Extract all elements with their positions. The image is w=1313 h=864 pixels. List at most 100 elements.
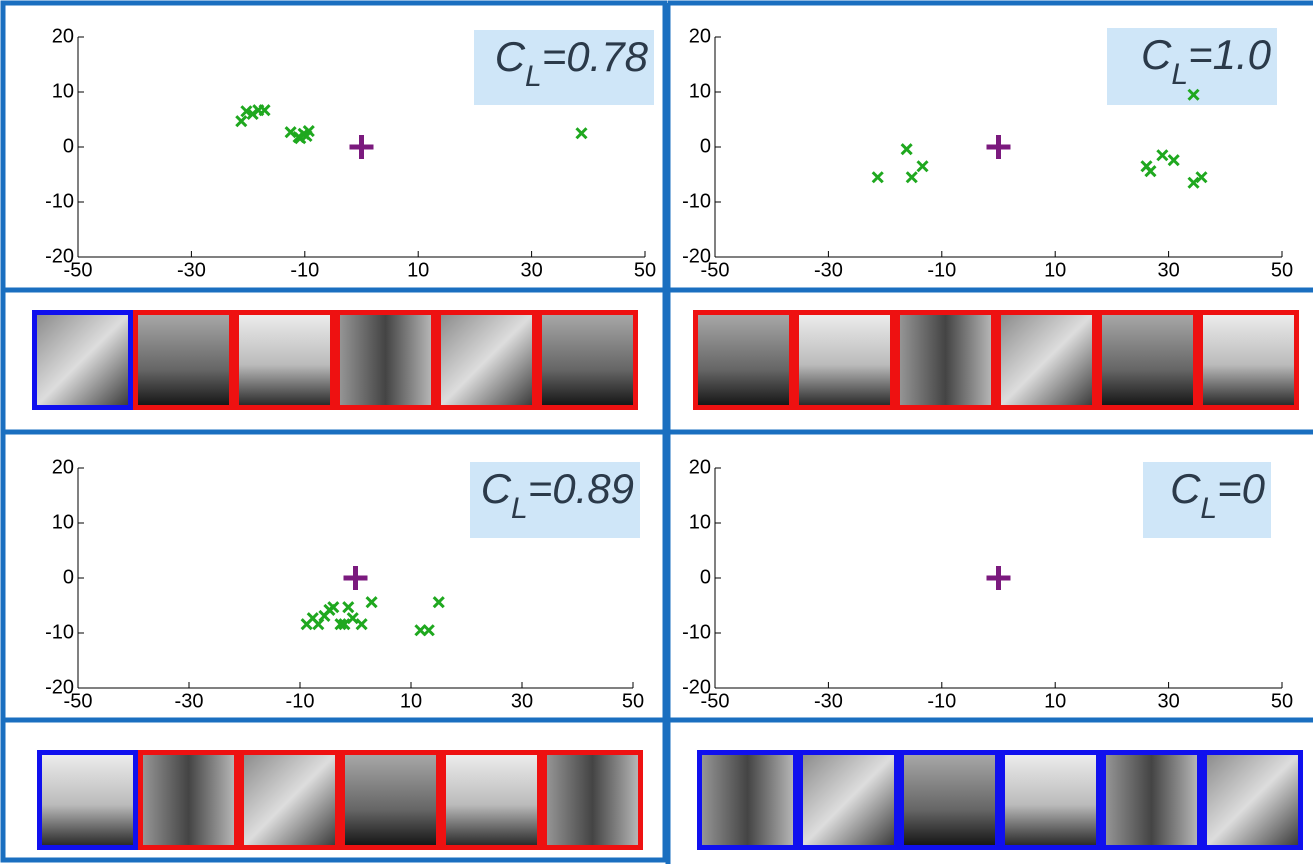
x-tick-label: -30 <box>175 690 204 712</box>
annotation-subscript: L <box>525 60 542 93</box>
image-patch <box>439 313 535 408</box>
y-tick-label: 0 <box>700 135 711 157</box>
y-tick-label: 0 <box>700 566 711 588</box>
panel-frames <box>3 3 1313 864</box>
annotation-subscript: L <box>1171 58 1188 91</box>
point-marker <box>357 619 367 629</box>
image-patch <box>1100 313 1196 408</box>
center-marker <box>350 135 374 159</box>
image-patch <box>545 753 641 848</box>
y-tick-label: 20 <box>689 25 711 47</box>
x-tick-label: 50 <box>1271 259 1293 281</box>
center-marker <box>344 566 368 590</box>
image-patch <box>136 313 232 408</box>
y-tick-label: -10 <box>682 621 711 643</box>
point-marker <box>313 619 323 629</box>
image-patch <box>797 313 893 408</box>
x-tick-label: -30 <box>177 259 206 281</box>
y-tick-label: 20 <box>52 456 74 478</box>
point-marker <box>260 105 270 115</box>
image-patch <box>35 313 131 408</box>
y-tick-label: 10 <box>52 511 74 533</box>
point-marker <box>328 602 338 612</box>
point-marker <box>236 116 246 126</box>
image-patch <box>237 313 333 408</box>
point-marker <box>1145 166 1155 176</box>
annotation-text: =0 <box>1217 465 1266 512</box>
image-patch <box>444 753 540 848</box>
x-tick-label: 50 <box>1271 690 1293 712</box>
y-tick-label: 20 <box>689 456 711 478</box>
annotation-symbol: C <box>495 33 526 80</box>
x-tick-label: 10 <box>407 259 429 281</box>
x-tick-label: -50 <box>64 259 93 281</box>
annotation-symbol: C <box>481 465 512 512</box>
x-tick-label: 30 <box>1157 690 1179 712</box>
y-tick-label: 10 <box>52 80 74 102</box>
x-tick-label: -50 <box>701 690 730 712</box>
annotation-symbol: C <box>1170 465 1201 512</box>
point-marker <box>1157 150 1167 160</box>
image-patch <box>338 313 434 408</box>
annotation-text: =1.0 <box>1188 31 1272 78</box>
x-tick-label: -10 <box>290 259 319 281</box>
x-tick-label: 30 <box>1157 259 1179 281</box>
x-tick-label: 50 <box>634 259 656 281</box>
center-marker <box>987 566 1011 590</box>
image-patch <box>40 753 136 848</box>
center-marker <box>987 135 1011 159</box>
point-marker <box>343 602 353 612</box>
image-patch <box>1201 313 1297 408</box>
x-tick-label: 30 <box>511 690 533 712</box>
image-patch <box>898 313 994 408</box>
annotation-symbol: C <box>1141 31 1172 78</box>
point-marker <box>367 597 377 607</box>
image-patch <box>700 753 796 848</box>
y-tick-label: 20 <box>52 25 74 47</box>
x-tick-label: 30 <box>520 259 542 281</box>
image-patch <box>1205 753 1301 848</box>
point-marker <box>348 613 358 623</box>
point-marker <box>907 172 917 182</box>
x-tick-label: 50 <box>622 690 644 712</box>
annotation-text: =0.78 <box>542 33 649 80</box>
figure: CL=0.78-20-1001020-50-30-10103050CL=1.0-… <box>0 0 1313 864</box>
x-tick-label: -10 <box>286 690 315 712</box>
image-patch <box>141 753 237 848</box>
y-tick-label: -10 <box>45 190 74 212</box>
y-tick-label: 0 <box>63 566 74 588</box>
x-tick-label: -50 <box>701 259 730 281</box>
image-patch <box>1003 753 1099 848</box>
point-marker <box>873 172 883 182</box>
point-marker <box>576 128 586 138</box>
image-patch <box>801 753 897 848</box>
x-tick-label: -30 <box>814 259 843 281</box>
y-tick-label: 10 <box>689 80 711 102</box>
image-patch <box>242 753 338 848</box>
point-marker <box>902 144 912 154</box>
y-tick-label: 0 <box>63 135 74 157</box>
y-tick-label: 10 <box>689 511 711 533</box>
x-tick-label: -10 <box>927 259 956 281</box>
image-patch <box>902 753 998 848</box>
image-patch <box>540 313 636 408</box>
image-patch <box>696 313 792 408</box>
point-marker <box>1169 155 1179 165</box>
point-marker <box>424 625 434 635</box>
point-marker <box>918 161 928 171</box>
y-tick-label: -10 <box>682 190 711 212</box>
annotation-text: =0.89 <box>528 465 634 512</box>
image-patch <box>1104 753 1200 848</box>
x-tick-label: -10 <box>927 690 956 712</box>
x-tick-label: 10 <box>1044 259 1066 281</box>
x-tick-label: 10 <box>400 690 422 712</box>
point-marker <box>434 597 444 607</box>
x-tick-label: -50 <box>64 690 93 712</box>
annotation-subscript: L <box>1200 492 1217 525</box>
image-patch <box>343 753 439 848</box>
x-tick-label: -30 <box>814 690 843 712</box>
y-tick-label: -10 <box>45 621 74 643</box>
annotation-subscript: L <box>511 492 528 525</box>
image-patch <box>999 313 1095 408</box>
x-tick-label: 10 <box>1044 690 1066 712</box>
